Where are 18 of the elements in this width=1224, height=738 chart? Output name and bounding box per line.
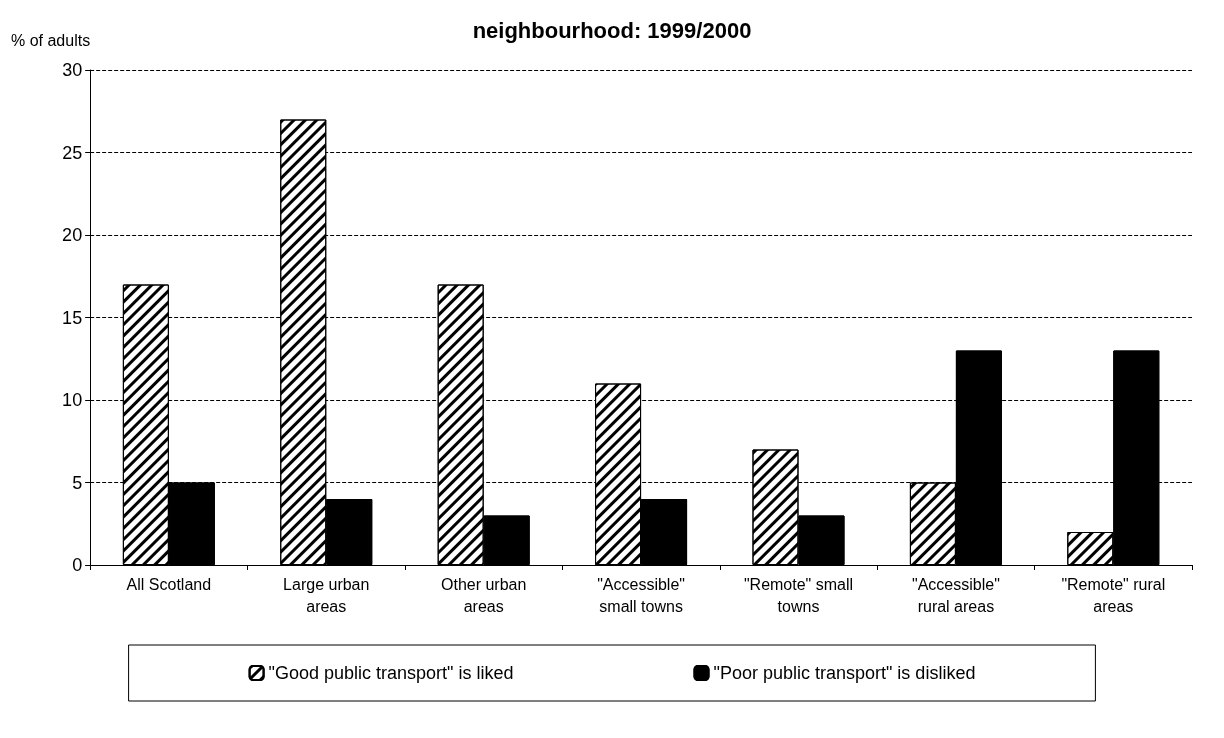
y-tick-label: 0 [72,555,83,575]
x-tick-label: Large urban areas [283,575,370,615]
y-tick-label: 25 [62,142,83,163]
legend-label: "Good public transport" is liked [268,663,514,683]
legend-label: "Poor public transport" is disliked [713,663,976,683]
y-tick-label: 20 [62,225,83,245]
x-tick-label: "Remote" small towns [743,575,854,615]
x-tick-label: All Scotland [126,575,212,593]
y-tick-label: 15 [62,307,83,328]
y-axis-title: % of adults [11,31,91,49]
x-tick-label: "Accessible" rural areas [911,575,1000,615]
y-tick-label: 5 [72,472,83,493]
y-tick-label: 30 [62,60,83,80]
x-tick-label: Other urban areas [440,575,527,615]
x-tick-label: "Remote" rural areas [1061,575,1166,615]
chart-title: neighbourhood: 1999/2000 [472,17,752,43]
x-tick-label: "Accessible" small towns [597,575,685,615]
y-tick-label: 10 [62,390,83,410]
